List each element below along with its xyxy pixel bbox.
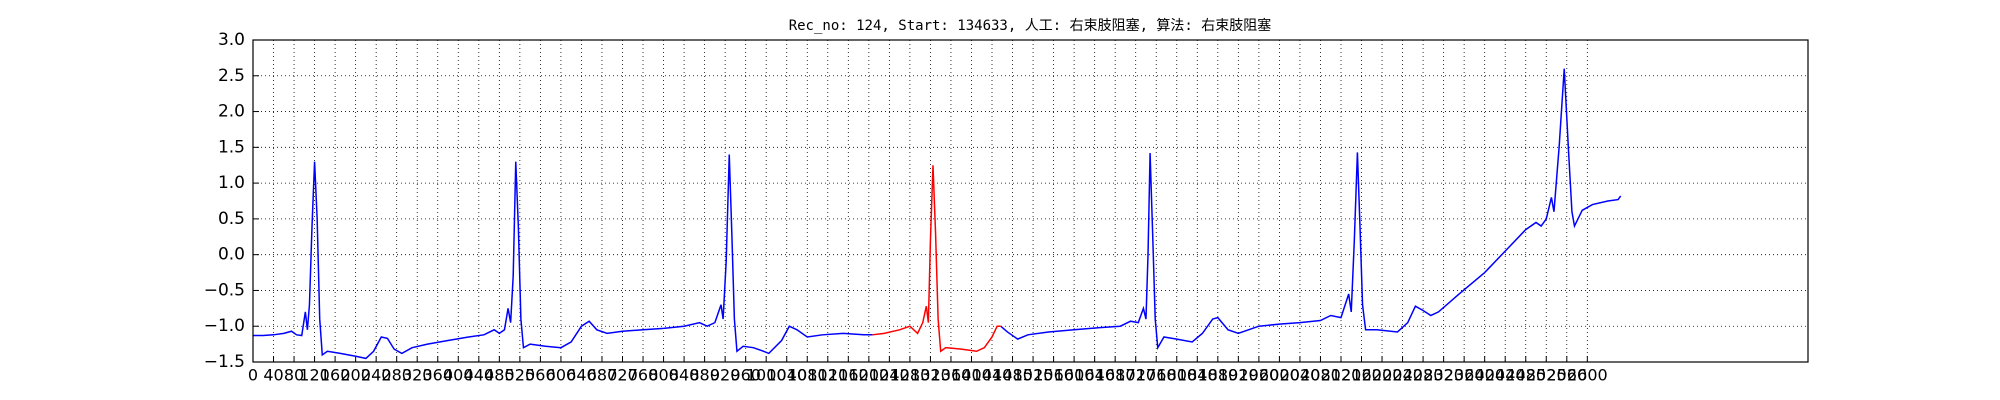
x-tick-label: 400 xyxy=(443,366,474,385)
x-tick-label: 2360 xyxy=(1444,366,1485,385)
x-tick-label: 2080 xyxy=(1300,366,1341,385)
x-tick-label: 120 xyxy=(299,366,330,385)
x-tick-label: 2480 xyxy=(1505,366,1546,385)
x-tick-label: 1160 xyxy=(828,366,869,385)
x-tick-label: 2240 xyxy=(1382,366,1423,385)
x-tick-label: 560 xyxy=(525,366,556,385)
x-tick-label: 2400 xyxy=(1464,366,1505,385)
x-tick-label: 2520 xyxy=(1526,366,1567,385)
x-tick-label: 0 xyxy=(248,366,258,385)
x-tick-label: 1880 xyxy=(1197,366,1238,385)
y-tick-label: 0.5 xyxy=(218,209,245,229)
x-tick-label: 160 xyxy=(320,366,351,385)
x-tick-label: 880 xyxy=(689,366,720,385)
x-tick-label: 840 xyxy=(669,366,700,385)
x-tick-label: 600 xyxy=(546,366,577,385)
x-tick-label: 440 xyxy=(464,366,495,385)
x-tick-label: 1000 xyxy=(746,366,787,385)
y-tick-label: 0.0 xyxy=(218,245,245,265)
x-tick-label: 1960 xyxy=(1239,366,1280,385)
x-tick-label: 1760 xyxy=(1136,366,1177,385)
chart-title: Rec_no: 124, Start: 134633, 人工: 右束肢阻塞, 算… xyxy=(789,17,1272,34)
x-tick-label: 2440 xyxy=(1485,366,1526,385)
x-tick-label: 360 xyxy=(422,366,453,385)
x-tick-label: 2040 xyxy=(1280,366,1321,385)
x-tick-label: 320 xyxy=(402,366,433,385)
plot-frame xyxy=(252,39,1809,363)
x-tick-label: 680 xyxy=(587,366,618,385)
x-tick-label: 2160 xyxy=(1341,366,1382,385)
x-tick-label: 760 xyxy=(628,366,659,385)
y-tick-label: 2.5 xyxy=(218,66,245,86)
x-tick-label: 1440 xyxy=(972,366,1013,385)
x-tick-label: 280 xyxy=(381,366,412,385)
x-tick-label: 1040 xyxy=(766,366,807,385)
x-tick-label: 1320 xyxy=(910,366,951,385)
y-tick-label: 2.0 xyxy=(218,102,245,122)
x-tick-label: 2000 xyxy=(1259,366,1300,385)
x-tick-label: 40 xyxy=(263,366,283,385)
x-tick-label: 1200 xyxy=(848,366,889,385)
x-tick-label: 2120 xyxy=(1321,366,1362,385)
y-tick-label: 3.0 xyxy=(218,30,245,50)
ecg-line xyxy=(253,68,1622,360)
x-tick-label: 520 xyxy=(505,366,536,385)
y-tick-label: −1.5 xyxy=(204,352,245,372)
x-tick-label: 1280 xyxy=(890,366,931,385)
x-tick-label: 2280 xyxy=(1403,366,1444,385)
x-tick-label: 920 xyxy=(710,366,741,385)
x-tick-label: 1400 xyxy=(951,366,992,385)
x-tick-label: 800 xyxy=(648,366,679,385)
x-tick-label: 1120 xyxy=(807,366,848,385)
x-tick-label: 1680 xyxy=(1095,366,1136,385)
x-tick-label: 2600 xyxy=(1567,366,1608,385)
x-tick-label: 200 xyxy=(340,366,371,385)
y-tick-label: −0.5 xyxy=(204,280,245,300)
x-tick-label: 1600 xyxy=(1054,366,1095,385)
x-tick-label: 1840 xyxy=(1177,366,1218,385)
x-tick-label: 1920 xyxy=(1218,366,1259,385)
x-tick-label: 480 xyxy=(484,366,515,385)
x-tick-label: 1560 xyxy=(1033,366,1074,385)
x-tick-label: 1720 xyxy=(1115,366,1156,385)
x-tick-label: 1080 xyxy=(787,366,828,385)
y-tick-label: 1.5 xyxy=(218,137,245,157)
x-tick-label: 1640 xyxy=(1074,366,1115,385)
x-tick-label: 1240 xyxy=(869,366,910,385)
x-tick-label: 1360 xyxy=(931,366,972,385)
x-tick-label: 240 xyxy=(361,366,392,385)
y-tick-label: −1.0 xyxy=(204,316,245,336)
x-tick-label: 640 xyxy=(566,366,597,385)
x-tick-label: 1800 xyxy=(1156,366,1197,385)
x-tick-label: 2320 xyxy=(1423,366,1464,385)
ecg-line xyxy=(872,165,1001,353)
x-tick-label: 1520 xyxy=(1013,366,1054,385)
x-tick-label: 960 xyxy=(730,366,761,385)
x-tick-label: 2560 xyxy=(1546,366,1587,385)
x-tick-label: 80 xyxy=(284,366,304,385)
x-tick-label: 1480 xyxy=(992,366,1033,385)
x-tick-label: 720 xyxy=(607,366,638,385)
y-tick-label: 1.0 xyxy=(218,173,245,193)
x-tick-label: 2200 xyxy=(1362,366,1403,385)
